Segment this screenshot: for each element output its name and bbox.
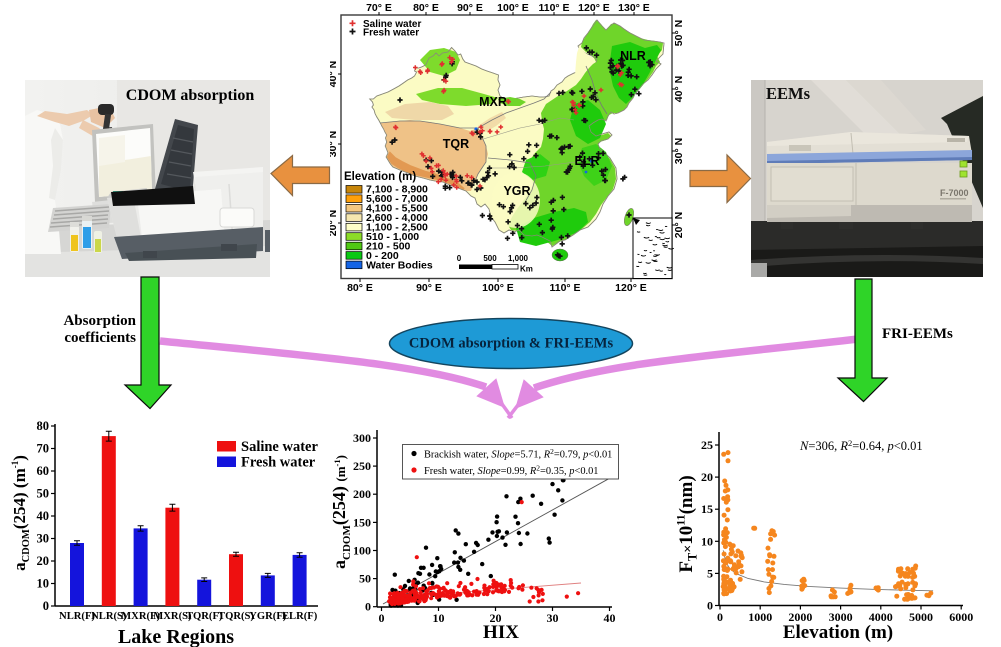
svg-text:5000: 5000: [909, 610, 933, 624]
svg-text:Water Bodies: Water Bodies: [366, 259, 433, 271]
svg-text:40° N: 40° N: [330, 61, 339, 87]
svg-text:40: 40: [604, 611, 616, 625]
svg-text:0 - 200: 0 - 200: [366, 250, 399, 262]
svg-text:7,100 - 8,900: 7,100 - 8,900: [366, 184, 428, 196]
svg-text:210 - 500: 210 - 500: [366, 240, 411, 252]
svg-text:Elevation (m): Elevation (m): [344, 171, 416, 183]
svg-text:0: 0: [457, 254, 462, 263]
svg-text:90° E: 90° E: [416, 282, 442, 294]
svg-text:20° N: 20° N: [330, 210, 339, 236]
svg-text:Saline water: Saline water: [363, 19, 421, 30]
svg-text:2,600 - 4,000: 2,600 - 4,000: [366, 212, 428, 224]
svg-text:150: 150: [353, 515, 371, 529]
svg-text:15: 15: [701, 502, 713, 516]
svg-text:0: 0: [707, 599, 713, 613]
svg-text:50: 50: [359, 572, 371, 586]
svg-text:510 - 1,000: 510 - 1,000: [366, 231, 419, 243]
svg-text:ELR: ELR: [575, 154, 600, 168]
svg-text:4,100 - 5,500: 4,100 - 5,500: [366, 203, 428, 215]
svg-text:30° N: 30° N: [673, 138, 685, 164]
svg-text:130° E: 130° E: [618, 2, 650, 14]
svg-text:500: 500: [483, 254, 497, 263]
svg-text:60: 60: [37, 464, 50, 478]
svg-text:Km: Km: [520, 265, 533, 274]
svg-text:TQR: TQR: [443, 137, 469, 151]
svg-text:20° N: 20° N: [673, 212, 685, 238]
svg-text:TQR(F): TQR(F): [186, 611, 223, 622]
svg-text:Elevation (m): Elevation (m): [783, 622, 893, 643]
svg-text:Lake Regions: Lake Regions: [118, 626, 234, 647]
svg-text:10: 10: [37, 577, 50, 591]
svg-text:50° N: 50° N: [673, 20, 685, 46]
svg-text:80: 80: [37, 419, 50, 433]
svg-text:5: 5: [707, 566, 713, 580]
svg-text:0: 0: [717, 610, 723, 624]
svg-text:0: 0: [43, 599, 49, 613]
svg-text:TQR(S): TQR(S): [218, 611, 254, 622]
svg-text:120° E: 120° E: [615, 282, 647, 294]
svg-text:YGR: YGR: [503, 184, 530, 198]
svg-text:Fresh water: Fresh water: [363, 28, 419, 39]
svg-text:MXR(F): MXR(F): [121, 611, 160, 622]
svg-text:200: 200: [353, 487, 371, 501]
svg-text:70: 70: [37, 442, 50, 456]
svg-text:100: 100: [353, 544, 371, 558]
svg-text:25: 25: [701, 438, 713, 452]
svg-text:0: 0: [365, 600, 371, 614]
svg-text:100° E: 100° E: [482, 282, 514, 294]
svg-text:20: 20: [490, 611, 502, 625]
svg-text:70° E: 70° E: [366, 2, 392, 14]
svg-text:30: 30: [37, 532, 50, 546]
svg-text:1,100 - 2,500: 1,100 - 2,500: [366, 222, 428, 234]
svg-text:CDOM absorption: CDOM absorption: [126, 87, 255, 104]
svg-text:Brackish water, Slope=5.71, R2: Brackish water, Slope=5.71, R2=0.79, p<0…: [424, 447, 612, 461]
svg-text:NLR(F): NLR(F): [59, 611, 95, 622]
svg-text:NLR(S): NLR(S): [91, 611, 127, 622]
svg-text:10: 10: [701, 534, 713, 548]
svg-text:250: 250: [353, 459, 371, 473]
svg-text:ELR(F): ELR(F): [282, 611, 318, 622]
svg-text:40: 40: [37, 509, 50, 523]
svg-text:300: 300: [353, 431, 371, 445]
svg-text:50: 50: [37, 487, 50, 501]
svg-text:20: 20: [37, 554, 50, 568]
svg-text:MXR(S): MXR(S): [153, 611, 192, 622]
svg-text:EEMs: EEMs: [766, 84, 811, 103]
svg-text:0: 0: [379, 611, 385, 625]
svg-text:110° E: 110° E: [549, 282, 580, 294]
svg-text:F-7000: F-7000: [940, 188, 969, 198]
svg-text:30° N: 30° N: [330, 131, 339, 157]
svg-text:80° E: 80° E: [347, 282, 373, 294]
svg-text:2000: 2000: [788, 610, 812, 624]
svg-text:10: 10: [433, 611, 445, 625]
svg-text:110° E: 110° E: [538, 2, 569, 14]
svg-text:40° N: 40° N: [673, 76, 685, 102]
svg-text:90° E: 90° E: [457, 2, 483, 14]
svg-text:120° E: 120° E: [578, 2, 610, 14]
svg-text:4000: 4000: [869, 610, 893, 624]
svg-text:6000: 6000: [949, 610, 973, 624]
svg-text:5,600 - 7,000: 5,600 - 7,000: [366, 193, 428, 205]
svg-text:100° E: 100° E: [497, 2, 529, 14]
svg-text:1,000: 1,000: [508, 254, 529, 263]
svg-text:1000: 1000: [748, 610, 772, 624]
svg-text:30: 30: [547, 611, 559, 625]
svg-text:3000: 3000: [829, 610, 853, 624]
svg-text:80° E: 80° E: [413, 2, 439, 14]
svg-text:MXR: MXR: [479, 95, 507, 109]
svg-text:HIX: HIX: [483, 622, 519, 643]
svg-text:Fresh water, Slope=0.99, R2=0.: Fresh water, Slope=0.99, R2=0.35, p<0.01: [424, 464, 599, 478]
svg-text:YGR(F): YGR(F): [249, 611, 287, 622]
svg-text:20: 20: [701, 470, 713, 484]
svg-text:Fresh water: Fresh water: [241, 455, 316, 471]
svg-text:NLR: NLR: [620, 49, 646, 63]
svg-text:Saline water: Saline water: [241, 439, 318, 455]
svg-text:N=306, R2=0.64, p<0.01: N=306, R2=0.64, p<0.01: [799, 438, 923, 453]
